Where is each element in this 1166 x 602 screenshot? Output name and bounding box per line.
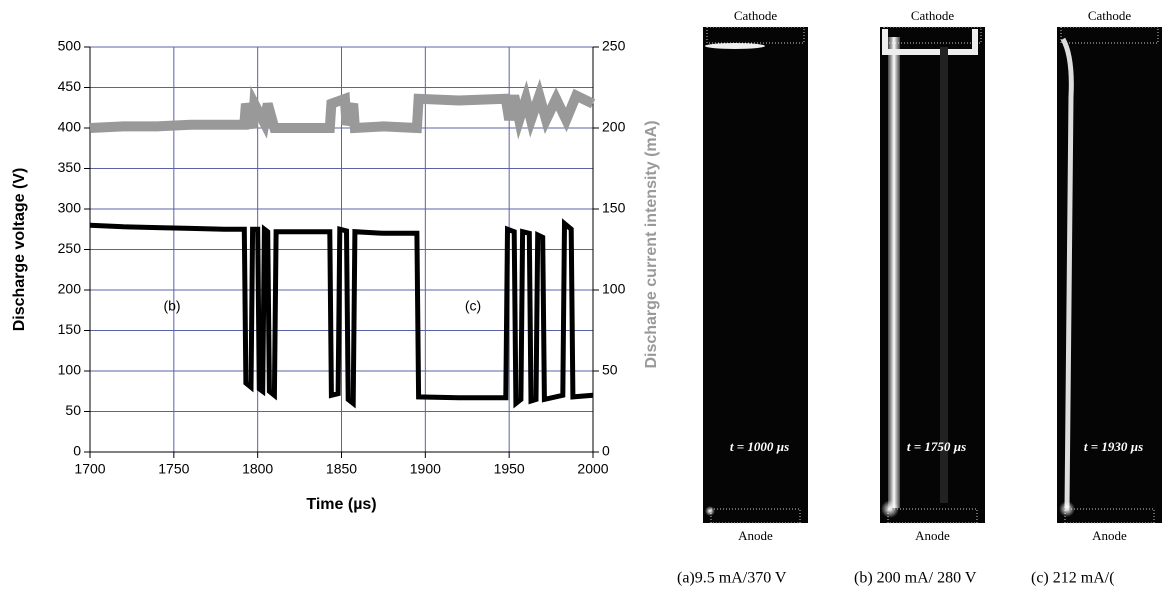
y-tick-label: 400 <box>58 119 82 135</box>
panel-caption: (a)9.5 mA/370 V <box>677 570 787 587</box>
electrode-label: Cathode <box>911 8 955 23</box>
y-tick-label: 500 <box>58 38 82 54</box>
y2-tick-label: 250 <box>602 38 626 54</box>
series-line <box>89 218 594 409</box>
y2-tick-label: 100 <box>602 281 626 297</box>
electrode-label: Anode <box>738 528 773 543</box>
electrode-label: Cathode <box>734 8 778 23</box>
cathode-frame <box>706 26 805 44</box>
y-tick-label: 100 <box>58 362 82 378</box>
glow <box>881 500 899 518</box>
cathode-frame <box>1060 26 1159 44</box>
x-tick-label: 1850 <box>326 461 357 477</box>
y-axis-label: Discharge voltage (V) <box>11 168 28 332</box>
panel-caption: (b) 200 mA/ 280 V <box>854 570 977 587</box>
x-tick-label: 1900 <box>410 461 441 477</box>
glow <box>940 47 948 503</box>
glow <box>882 29 978 55</box>
y-tick-label: 250 <box>58 240 82 256</box>
x-tick-label: 1950 <box>494 461 525 477</box>
y-tick-label: 50 <box>65 402 81 418</box>
time-label: t = 1000 µs <box>730 439 789 454</box>
y-tick-label: 450 <box>58 78 82 94</box>
time-label: t = 1930 µs <box>1084 439 1143 454</box>
y-tick-label: 300 <box>58 200 82 216</box>
x-tick-label: 2000 <box>577 461 608 477</box>
glow <box>705 506 715 516</box>
discharge-image <box>1057 27 1162 523</box>
panel-caption: (c) 212 mA/( <box>1031 570 1115 587</box>
y2-axis-label: Discharge current intensity (mA) <box>643 120 660 368</box>
electrode-label: Cathode <box>1088 8 1132 23</box>
y2-tick-label: 150 <box>602 200 626 216</box>
x-tick-label: 1800 <box>242 461 273 477</box>
annotation: (c) <box>465 298 481 314</box>
glow <box>1060 37 1074 509</box>
y-tick-label: 150 <box>58 321 82 337</box>
glow <box>705 43 765 49</box>
y2-tick-label: 0 <box>602 443 610 459</box>
annotation: (b) <box>163 298 180 314</box>
y-tick-label: 350 <box>58 159 82 175</box>
time-label: t = 1750 µs <box>907 439 966 454</box>
electrode-label: Anode <box>915 528 950 543</box>
x-tick-label: 1750 <box>158 461 189 477</box>
x-axis-label: Time (µs) <box>306 496 376 513</box>
y2-tick-label: 200 <box>602 119 626 135</box>
glow <box>888 37 900 508</box>
discharge-image <box>703 27 808 523</box>
cathode-frame <box>883 26 982 44</box>
series-line <box>89 78 596 140</box>
x-tick-label: 1700 <box>74 461 105 477</box>
y2-tick-label: 50 <box>602 362 618 378</box>
anode-frame <box>710 508 801 524</box>
y-tick-label: 200 <box>58 281 82 297</box>
glow <box>1059 501 1075 517</box>
y-tick-label: 0 <box>73 443 81 459</box>
electrode-label: Anode <box>1092 528 1127 543</box>
